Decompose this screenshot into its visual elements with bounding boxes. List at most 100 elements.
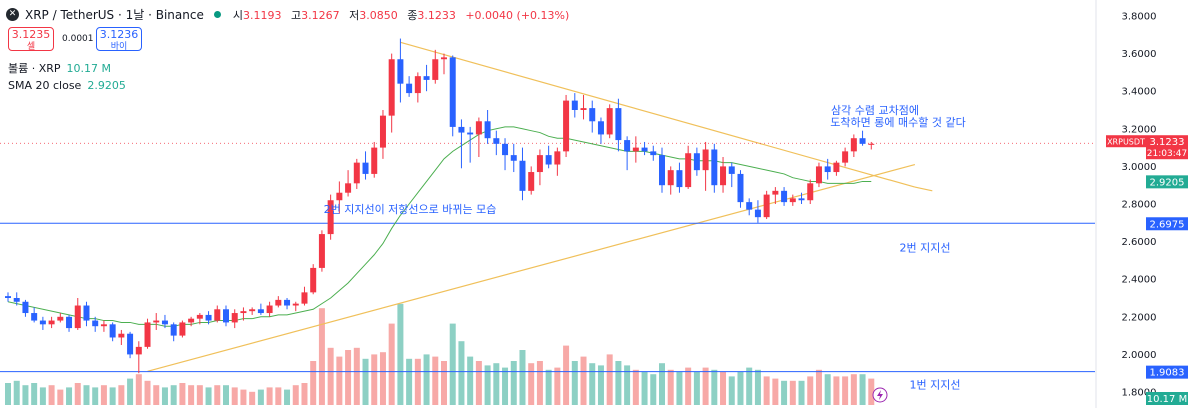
volume-bar bbox=[842, 376, 849, 405]
candle-body bbox=[563, 100, 570, 152]
candle-body bbox=[502, 143, 509, 156]
candle-body bbox=[641, 147, 648, 152]
candle-body bbox=[711, 149, 718, 186]
volume-bar bbox=[484, 365, 491, 405]
candle-body bbox=[196, 314, 203, 319]
volume-bar bbox=[545, 369, 552, 405]
candle-body bbox=[336, 192, 343, 201]
candle-body bbox=[66, 316, 73, 329]
candle-body bbox=[536, 155, 543, 173]
buy-price: 3.1236 bbox=[99, 28, 139, 41]
candle-body bbox=[161, 320, 168, 325]
chart-header: ✕ XRP / TetherUS · 1날 · Binance 시3.1193 … bbox=[6, 6, 575, 23]
hline-tag-bg bbox=[1146, 217, 1188, 231]
candle-body bbox=[388, 59, 395, 116]
candle-body bbox=[763, 194, 770, 218]
sell-button[interactable]: 3.1235 셀 bbox=[8, 27, 54, 52]
volume-bar bbox=[824, 374, 831, 405]
volume-bar bbox=[83, 385, 90, 405]
volume-bar bbox=[5, 383, 11, 405]
volume-bar bbox=[467, 356, 474, 405]
price-tag: 3.1233 bbox=[1150, 137, 1185, 148]
trendline-extension bbox=[914, 186, 933, 192]
volume-bar bbox=[240, 389, 247, 405]
volume-bar bbox=[74, 383, 81, 405]
sell-label: 셀 bbox=[26, 42, 36, 52]
volume-bar bbox=[728, 376, 735, 405]
volume-bar bbox=[571, 361, 578, 405]
volume-bar bbox=[746, 367, 753, 405]
trendline bbox=[400, 41, 916, 188]
volume-bar bbox=[196, 385, 203, 405]
volume-indicator-legend[interactable]: 볼륨 · XRP 10.17 M bbox=[8, 60, 111, 76]
volume-bar bbox=[693, 372, 700, 405]
volume-bars bbox=[5, 303, 875, 405]
volume-bar bbox=[249, 391, 256, 405]
candle-body bbox=[789, 198, 796, 203]
candle-body bbox=[292, 303, 299, 306]
candle-body bbox=[519, 160, 526, 191]
candle-body bbox=[702, 149, 709, 171]
volume-bar bbox=[554, 367, 561, 405]
volume-bar bbox=[371, 354, 378, 405]
volume-bar bbox=[702, 367, 709, 405]
y-tick-label: 2.8000 bbox=[1122, 200, 1157, 211]
candle-body bbox=[353, 162, 360, 184]
volume-bar bbox=[92, 387, 99, 405]
candle-body bbox=[781, 190, 788, 203]
sma-label: SMA 20 close bbox=[8, 79, 82, 92]
volume-bar bbox=[414, 358, 421, 405]
y-tick-label: 3.4000 bbox=[1122, 87, 1157, 98]
hline-tag: 1.9083 bbox=[1150, 368, 1185, 379]
candle-body bbox=[310, 267, 317, 293]
volume-bar bbox=[353, 347, 360, 405]
candlesticks bbox=[5, 38, 875, 374]
candle-body bbox=[257, 309, 264, 314]
y-tick-label: 1.8000 bbox=[1122, 388, 1157, 399]
candle-body bbox=[449, 57, 456, 127]
volume-bar bbox=[22, 385, 29, 405]
y-tick-label: 3.6000 bbox=[1122, 49, 1157, 60]
volume-bar bbox=[423, 354, 430, 405]
volume-bar bbox=[528, 363, 535, 405]
candle-body bbox=[728, 166, 735, 174]
volume-bar bbox=[580, 356, 587, 405]
volume-bar bbox=[223, 385, 229, 405]
volume-bar bbox=[458, 341, 465, 405]
volume-bar bbox=[170, 385, 177, 405]
symbol-tag: XRPUSDT bbox=[1107, 138, 1145, 147]
candle-body bbox=[31, 313, 38, 321]
volume-bar bbox=[502, 367, 509, 405]
open-label: 시 bbox=[232, 8, 243, 22]
candle-body bbox=[240, 311, 247, 314]
candle-body bbox=[493, 138, 500, 144]
sma-indicator-legend[interactable]: SMA 20 close 2.9205 bbox=[8, 79, 126, 92]
volume-bar bbox=[685, 367, 692, 405]
close-value: 3.1233 bbox=[417, 8, 456, 22]
candle-body bbox=[266, 305, 273, 314]
buy-button[interactable]: 3.1236 바이 bbox=[96, 27, 142, 52]
volume-bar bbox=[388, 323, 395, 405]
volume-bar bbox=[327, 347, 334, 405]
candle-body bbox=[83, 305, 90, 321]
volume-bar bbox=[127, 378, 134, 405]
candle-body bbox=[528, 172, 535, 191]
candle-body bbox=[118, 333, 125, 338]
ohlc-readout: 시3.1193 고3.1267 저3.0850 종3.1233 +0.0040 … bbox=[233, 7, 575, 23]
candle-body bbox=[57, 316, 64, 321]
symbol-title[interactable]: XRP / TetherUS · 1날 · Binance bbox=[25, 8, 204, 22]
candle-body bbox=[22, 301, 29, 314]
y-tick-label: 2.2000 bbox=[1122, 312, 1157, 323]
volume-bar bbox=[606, 354, 613, 405]
volume-bar bbox=[536, 361, 543, 405]
candle-body bbox=[205, 314, 212, 321]
volume-bar bbox=[807, 376, 814, 405]
volume-bar bbox=[406, 358, 413, 405]
volume-bar bbox=[859, 374, 866, 405]
candle-body bbox=[109, 324, 116, 338]
candle-body bbox=[13, 298, 20, 302]
candle-body bbox=[624, 140, 631, 152]
